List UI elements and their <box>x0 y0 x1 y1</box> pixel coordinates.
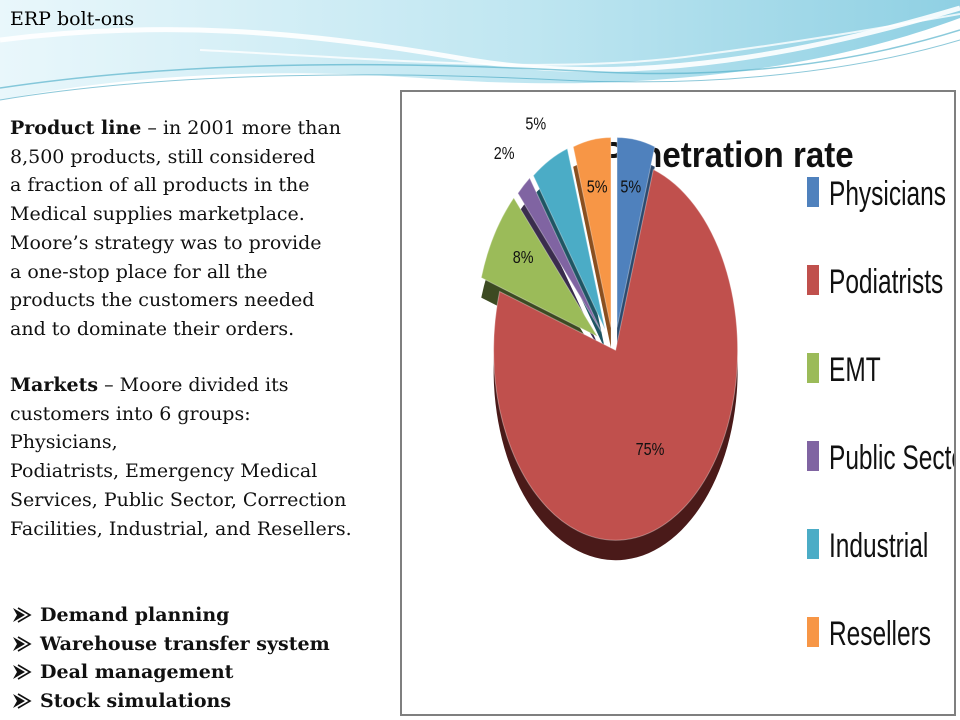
penetration-rate-chart: Penetration rate 5% 75% 8% 2% 5% 5% Physicians P… <box>400 90 956 716</box>
legend-label-industrial: Industrial <box>829 527 928 565</box>
legend-swatch-emt <box>807 353 819 383</box>
product-line-line-4: Moore’s strategy was to provide <box>10 231 322 254</box>
bullet-demand-planning: Demand planning <box>40 604 230 626</box>
data-label-podiatrists: 75% <box>636 440 665 460</box>
data-label-resellers: 5% <box>587 177 608 197</box>
product-line-line-3: Medical supplies marketplace. <box>10 203 305 226</box>
data-label-industrial: 5% <box>525 114 546 134</box>
pie-slice-public-sector <box>517 177 602 333</box>
bolt-on-list: Demand planning Warehouse transfer syste… <box>10 601 330 715</box>
legend-swatch-podiatrists <box>807 265 819 295</box>
legend-swatch-industrial <box>807 529 819 559</box>
data-label-physicians: 5% <box>620 177 641 197</box>
markets-line-3: Podiatrists, Emergency Medical <box>10 460 318 483</box>
pie-slice-physicians <box>616 136 656 328</box>
markets-line-4: Services, Public Sector, Correction <box>10 488 347 511</box>
markets-line-0: Markets – Moore divided its <box>10 374 289 396</box>
product-line-line-2: a fraction of all products in the <box>10 174 310 197</box>
legend-label-public-sector: Public Sector <box>829 439 954 477</box>
pie-slice-industrial <box>532 147 606 330</box>
legend-label-emt: EMT <box>829 351 881 389</box>
pie-slice-podiatrists <box>493 168 739 541</box>
data-label-emt: 8% <box>513 248 534 268</box>
legend-swatch-resellers <box>807 617 819 647</box>
markets-heading: Markets <box>10 374 99 396</box>
list-item: Warehouse transfer system <box>10 630 330 659</box>
legend-label-resellers: Resellers <box>829 615 931 653</box>
legend-swatch-public-sector <box>807 441 819 471</box>
markets-line-5: Facilities, Industrial, and Resellers. <box>10 517 352 540</box>
list-item: Deal management <box>10 658 330 687</box>
product-line-line-7: and to dominate their orders. <box>10 317 295 340</box>
header-wave-banner <box>0 0 960 101</box>
list-item: Stock simulations <box>10 687 330 716</box>
markets-line-1: customers into 6 groups: <box>10 402 251 425</box>
product-line-line-0: Product line – in 2001 more than <box>10 117 341 139</box>
slide-title: ERP bolt-ons <box>10 8 135 30</box>
arrow-bullet-icon <box>13 664 32 680</box>
pie-slice-resellers <box>572 136 612 328</box>
legend-swatch-physicians <box>807 177 819 207</box>
product-line-line-1: 8,500 products, still considered <box>10 145 316 168</box>
arrow-bullet-icon <box>13 636 32 652</box>
arrow-bullet-icon <box>13 607 32 623</box>
bullet-stock-simulations: Stock simulations <box>40 689 232 712</box>
arrow-bullet-icon <box>13 693 32 709</box>
list-item: Demand planning <box>10 601 330 630</box>
bullet-warehouse-transfer: Warehouse transfer system <box>40 632 330 655</box>
markets-paragraph: Markets – Moore divided its customers in… <box>10 371 395 543</box>
markets-line-2: Physicians, <box>10 431 118 454</box>
product-line-line-6: products the customers needed <box>10 289 315 312</box>
pie-slice-emt <box>480 196 599 338</box>
product-line-paragraph: Product line – in 2001 more than 8,500 p… <box>10 114 395 344</box>
product-line-heading: Product line <box>10 117 142 139</box>
bullet-deal-management: Deal management <box>40 661 234 683</box>
legend-label-podiatrists: Podiatrists <box>829 263 943 301</box>
legend-label-physicians: Physicians <box>829 175 946 213</box>
data-label-public-sector: 2% <box>494 144 515 164</box>
product-line-line-5: a one-stop place for all the <box>10 260 268 283</box>
